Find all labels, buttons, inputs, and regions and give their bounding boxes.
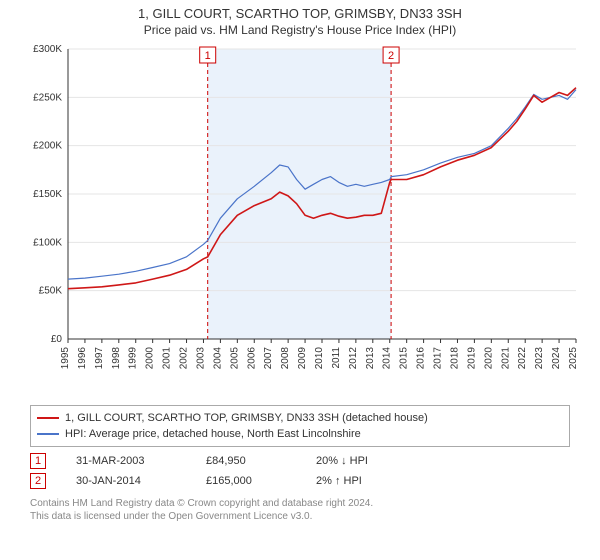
legend-item-hpi: HPI: Average price, detached house, Nort… [37, 426, 563, 442]
svg-text:1997: 1997 [94, 347, 105, 370]
svg-text:1996: 1996 [77, 347, 88, 370]
svg-text:£200K: £200K [33, 141, 62, 152]
chart-area: £0 £50K £100K £150K £200K £250K £300K 1995 1996 1… [20, 39, 580, 399]
svg-text:2006: 2006 [246, 347, 257, 370]
marker-pct-1: 20% ↓ HPI [316, 455, 406, 467]
legend-label-property: 1, GILL COURT, SCARTHO TOP, GRIMSBY, DN3… [65, 410, 428, 426]
svg-text:2021: 2021 [500, 347, 511, 370]
svg-text:2003: 2003 [195, 347, 206, 370]
svg-text:2025: 2025 [568, 347, 579, 370]
svg-text:2013: 2013 [365, 347, 376, 370]
svg-text:2010: 2010 [314, 347, 325, 370]
svg-text:2022: 2022 [517, 347, 528, 370]
svg-text:2: 2 [388, 50, 394, 62]
svg-text:2001: 2001 [162, 347, 173, 370]
legend-label-hpi: HPI: Average price, detached house, Nort… [65, 426, 361, 442]
marker-row-1: 1 31-MAR-2003 £84,950 20% ↓ HPI [30, 451, 570, 471]
svg-text:2017: 2017 [433, 347, 444, 370]
svg-text:2008: 2008 [280, 347, 291, 370]
marker-price-2: £165,000 [206, 475, 286, 487]
svg-text:2000: 2000 [145, 347, 156, 370]
footnote: Contains HM Land Registry data © Crown c… [30, 497, 570, 523]
svg-text:2009: 2009 [297, 347, 308, 370]
svg-text:2024: 2024 [551, 347, 562, 370]
marker-row-2: 2 30-JAN-2014 £165,000 2% ↑ HPI [30, 471, 570, 491]
legend-swatch-property [37, 417, 59, 419]
svg-text:£150K: £150K [33, 189, 62, 200]
marker-pct-2: 2% ↑ HPI [316, 475, 406, 487]
chart-title-line1: 1, GILL COURT, SCARTHO TOP, GRIMSBY, DN3… [0, 6, 600, 21]
marker-date-2: 30-JAN-2014 [76, 475, 176, 487]
svg-text:1998: 1998 [111, 347, 122, 370]
svg-text:£100K: £100K [33, 237, 62, 248]
svg-text:2015: 2015 [399, 347, 410, 370]
line-chart-svg: £0 £50K £100K £150K £200K £250K £300K 1995 1996 1… [20, 39, 580, 399]
legend: 1, GILL COURT, SCARTHO TOP, GRIMSBY, DN3… [30, 405, 570, 447]
svg-text:2011: 2011 [331, 347, 342, 369]
marker-badge-2: 2 [30, 473, 46, 489]
svg-text:2012: 2012 [348, 347, 359, 370]
svg-text:2007: 2007 [263, 347, 274, 370]
marker-badge-1: 1 [30, 453, 46, 469]
svg-text:2020: 2020 [483, 347, 494, 370]
svg-text:£250K: £250K [33, 92, 62, 103]
svg-text:2018: 2018 [449, 347, 460, 370]
svg-text:1999: 1999 [128, 347, 139, 370]
svg-text:£300K: £300K [33, 44, 62, 55]
footnote-line2: This data is licensed under the Open Gov… [30, 510, 570, 523]
svg-text:£0: £0 [51, 334, 63, 345]
svg-text:1995: 1995 [60, 347, 71, 370]
svg-text:2019: 2019 [466, 347, 477, 370]
svg-text:2002: 2002 [179, 347, 190, 370]
svg-text:2004: 2004 [212, 347, 223, 370]
chart-title-block: 1, GILL COURT, SCARTHO TOP, GRIMSBY, DN3… [0, 0, 600, 39]
marker-date-1: 31-MAR-2003 [76, 455, 176, 467]
svg-text:1: 1 [205, 50, 211, 62]
svg-text:2023: 2023 [534, 347, 545, 370]
legend-swatch-hpi [37, 433, 59, 435]
svg-text:2014: 2014 [382, 347, 393, 370]
svg-text:2005: 2005 [229, 347, 240, 370]
marker-price-1: £84,950 [206, 455, 286, 467]
footnote-line1: Contains HM Land Registry data © Crown c… [30, 497, 570, 510]
legend-item-property: 1, GILL COURT, SCARTHO TOP, GRIMSBY, DN3… [37, 410, 563, 426]
markers-list: 1 31-MAR-2003 £84,950 20% ↓ HPI 2 30-JAN… [30, 451, 570, 491]
chart-title-line2: Price paid vs. HM Land Registry's House … [0, 23, 600, 37]
svg-text:£50K: £50K [39, 286, 63, 297]
svg-text:2016: 2016 [416, 347, 427, 370]
